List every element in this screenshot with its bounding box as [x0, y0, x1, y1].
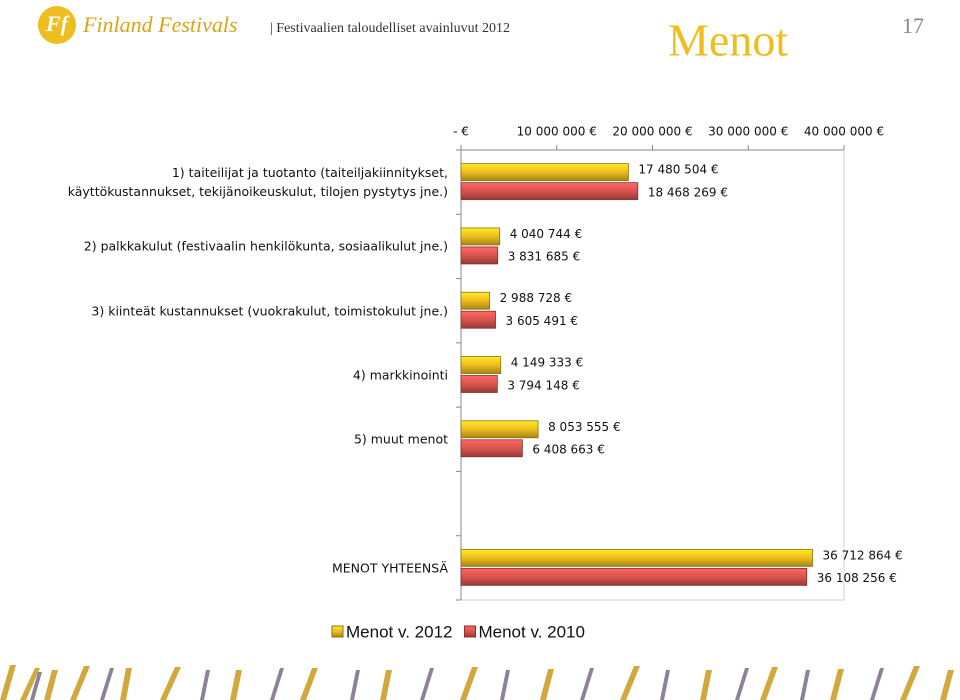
- bar: [460, 310, 496, 329]
- bar: [460, 163, 629, 182]
- x-tick-label: - €: [453, 125, 469, 139]
- value-label: 4 149 333 €: [511, 356, 584, 370]
- x-tick-label: 40 000 000 €: [804, 125, 884, 139]
- category-label: MENOT YHTEENSÄ: [331, 560, 448, 576]
- brand: Finland Festivals: [82, 12, 238, 37]
- page-number: 17: [902, 13, 924, 38]
- bar: [460, 375, 498, 393]
- bar: [460, 420, 539, 439]
- category-label: 2) palkkakulut (festivaalin henkilökunta…: [83, 238, 448, 254]
- value-label: 36 108 256 €: [817, 571, 897, 585]
- value-label: 3 794 148 €: [507, 378, 580, 392]
- bar: [460, 439, 523, 458]
- value-label: 36 712 864 €: [823, 548, 903, 562]
- bar: [460, 227, 501, 246]
- bar: [460, 567, 808, 586]
- value-label: 2 988 728 €: [500, 291, 573, 305]
- slide-title: Menot: [668, 15, 788, 66]
- bar: [460, 182, 639, 201]
- category-label: 1) taiteilijat ja tuotanto (taiteiljakii…: [67, 165, 448, 200]
- value-label: 3 605 491 €: [506, 314, 579, 328]
- bar: [460, 246, 499, 265]
- bar: [460, 356, 502, 374]
- value-label: 3 831 685 €: [508, 250, 581, 264]
- legend-swatch: [463, 625, 476, 638]
- x-tick-label: 20 000 000 €: [612, 125, 692, 139]
- bar: [460, 548, 813, 567]
- value-label: 8 053 555 €: [548, 420, 621, 434]
- legend-swatch: [331, 625, 344, 638]
- logo-circle: [38, 6, 76, 44]
- logo-mark: Ff: [45, 11, 71, 36]
- legend-label: Menot v. 2012: [346, 622, 452, 641]
- bar: [460, 291, 491, 310]
- value-label: 6 408 663 €: [532, 443, 605, 457]
- subtitle: | Festivaalien taloudelliset avainluvut …: [270, 21, 510, 36]
- plot-area: [460, 149, 845, 601]
- footer-stripes: [0, 665, 954, 700]
- value-label: 4 040 744 €: [510, 227, 583, 241]
- x-tick-label: 10 000 000 €: [517, 125, 597, 139]
- legend-label: Menot v. 2010: [478, 622, 584, 641]
- category-label: 5) muut menot: [353, 431, 448, 447]
- value-label: 18 468 269 €: [648, 185, 728, 199]
- x-tick-label: 30 000 000 €: [708, 125, 788, 139]
- category-label: 3) kiinteät kustannukset (vuokrakulut, t…: [91, 303, 448, 319]
- value-label: 17 480 504 €: [638, 163, 718, 177]
- category-label: 4) markkinointi: [352, 367, 448, 383]
